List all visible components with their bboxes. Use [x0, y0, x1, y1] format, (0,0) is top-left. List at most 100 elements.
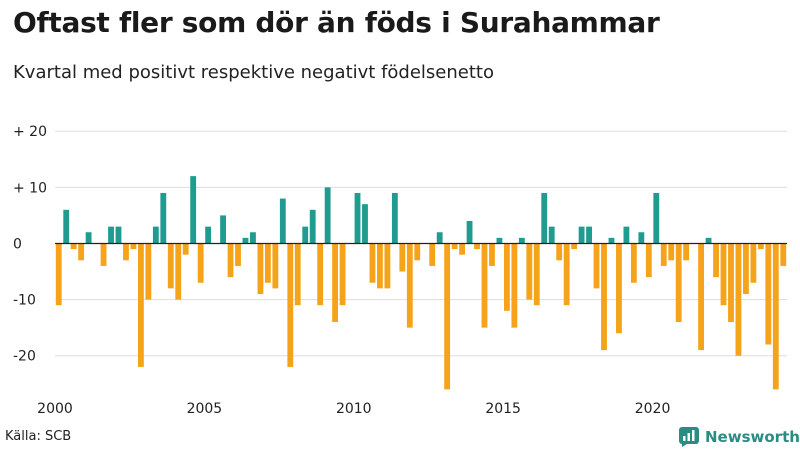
- bar-negative: [167, 243, 174, 289]
- bar-negative: [668, 243, 675, 261]
- bar-positive: [436, 232, 443, 244]
- bar-positive: [152, 226, 159, 244]
- bar-positive: [205, 226, 212, 244]
- bar-negative: [481, 243, 488, 328]
- bar-positive: [362, 204, 368, 244]
- bar-negative: [235, 243, 241, 266]
- bar-negative: [137, 243, 144, 367]
- bar-negative: [429, 243, 436, 266]
- bar-negative: [130, 243, 137, 250]
- bar-negative: [772, 243, 779, 390]
- bar-negative: [287, 243, 294, 367]
- bar-negative: [728, 243, 734, 323]
- bar-negative: [563, 243, 570, 306]
- bar-positive: [608, 237, 615, 244]
- bar-negative: [616, 243, 622, 334]
- bar-negative: [414, 243, 421, 261]
- bar-positive: [623, 226, 630, 244]
- y-tick-label: 0: [13, 236, 22, 252]
- bar-negative: [720, 243, 727, 306]
- bar-negative: [750, 243, 757, 283]
- bar-positive: [496, 237, 503, 244]
- newsworthy-logo-icon: [679, 427, 699, 447]
- brand-logo[interactable]: Newsworthy: [679, 427, 800, 447]
- bar-negative: [384, 243, 391, 289]
- bar-positive: [354, 192, 361, 244]
- bar-negative: [757, 243, 764, 250]
- brand-name: Newsworthy: [705, 428, 800, 446]
- bar-negative: [264, 243, 271, 283]
- bar-negative: [78, 243, 85, 261]
- bar-positive: [578, 226, 585, 244]
- bar-negative: [70, 243, 77, 250]
- bar-positive: [541, 192, 548, 244]
- bar-negative: [765, 243, 772, 345]
- bar-negative: [533, 243, 540, 306]
- x-tick-label: 2015: [485, 401, 521, 417]
- bar-negative: [503, 243, 510, 311]
- bar-positive: [115, 226, 122, 244]
- bar-positive: [160, 192, 167, 244]
- bar-positive: [250, 232, 256, 244]
- bar-negative: [339, 243, 346, 306]
- source-note: Källa: SCB: [5, 429, 72, 444]
- bar-positive: [586, 226, 592, 244]
- bar-positive: [309, 209, 316, 244]
- bar-positive: [518, 237, 525, 244]
- bar-negative: [55, 243, 62, 306]
- bar-negative: [145, 243, 152, 300]
- bar-negative: [601, 243, 607, 351]
- bar-negative: [377, 243, 383, 289]
- bar-negative: [675, 243, 682, 323]
- y-tick-label: + 10: [13, 180, 47, 196]
- bar-positive: [190, 176, 197, 244]
- bar-positive: [638, 232, 645, 244]
- bars-layer: [55, 176, 787, 390]
- bar-negative: [683, 243, 690, 261]
- x-tick-label: 2000: [37, 401, 73, 417]
- bar-negative: [294, 243, 301, 306]
- bar-negative: [645, 243, 652, 278]
- bar-negative: [227, 243, 234, 278]
- bar-negative: [332, 243, 339, 323]
- bar-positive: [85, 232, 92, 244]
- bar-negative: [743, 243, 749, 294]
- bar-negative: [713, 243, 719, 278]
- bar-negative: [197, 243, 204, 283]
- bar-negative: [406, 243, 413, 328]
- grid-layer: [55, 130, 787, 357]
- bar-negative: [175, 243, 182, 300]
- bar-negative: [399, 243, 406, 272]
- bar-positive: [279, 198, 286, 244]
- bar-positive: [63, 209, 70, 244]
- bar-negative: [369, 243, 376, 283]
- x-tick-label: 2020: [635, 401, 671, 417]
- bar-positive: [324, 187, 331, 244]
- bar-negative: [660, 243, 667, 266]
- y-tick-label: -20: [13, 349, 36, 365]
- x-tick-label: 2010: [336, 401, 372, 417]
- axis-layer: + 20 + 10 0 -10 -20 2000 2005 2010 2015 2020: [13, 124, 787, 417]
- bar-negative: [459, 243, 465, 255]
- bar-negative: [780, 243, 787, 266]
- y-tick-label: + 20: [13, 124, 47, 140]
- bar-negative: [182, 243, 189, 255]
- bar-negative: [444, 243, 451, 390]
- bar-negative: [257, 243, 264, 294]
- bar-negative: [735, 243, 742, 356]
- bar-positive: [548, 226, 555, 244]
- bar-negative: [593, 243, 600, 289]
- bar-positive: [391, 192, 398, 244]
- bar-negative: [317, 243, 324, 306]
- bar-negative: [526, 243, 533, 300]
- bar-positive: [466, 221, 473, 244]
- chart-subtitle: Kvartal med positivt respektive negativt…: [13, 62, 494, 83]
- bar-negative: [556, 243, 563, 261]
- bar-negative: [100, 243, 107, 266]
- bar-positive: [242, 237, 249, 244]
- bar-negative: [451, 243, 458, 250]
- bar-negative: [489, 243, 495, 266]
- bar-negative: [123, 243, 129, 261]
- bar-negative: [630, 243, 637, 283]
